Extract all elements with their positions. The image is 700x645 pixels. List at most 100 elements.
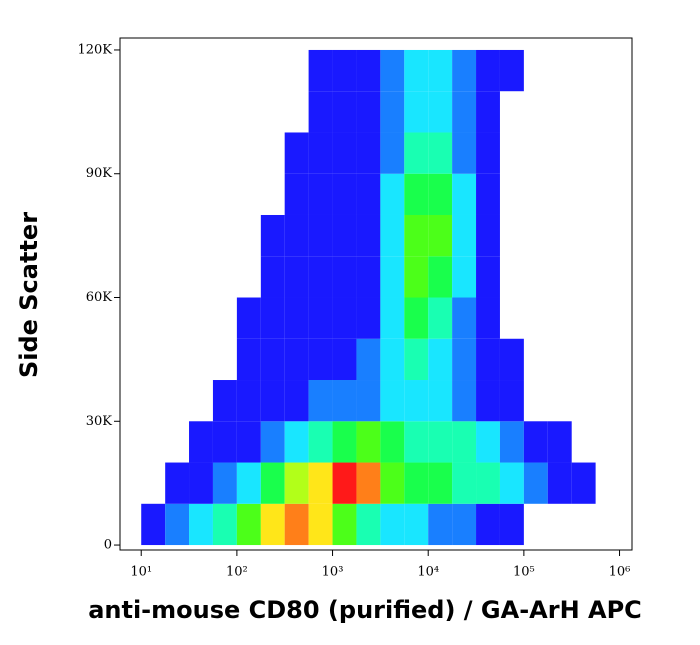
density-cell: [548, 50, 572, 91]
density-cell: [189, 174, 213, 215]
density-cell: [284, 503, 309, 546]
density-cell: [165, 339, 189, 380]
density-cell: [524, 50, 548, 91]
density-cell: [165, 174, 189, 215]
density-cell: [548, 380, 572, 421]
density-cell: [452, 380, 477, 422]
density-cell: [476, 380, 500, 422]
density-cell: [165, 50, 189, 91]
density-cell: [284, 338, 309, 381]
density-cell: [380, 256, 405, 298]
density-cell: [356, 91, 381, 133]
density-cell: [380, 462, 405, 504]
density-cell: [548, 174, 572, 215]
density-cell: [189, 215, 213, 256]
density-cell: [356, 338, 381, 381]
x-tick-label: 10³: [322, 565, 344, 580]
density-cell: [596, 256, 620, 297]
density-cell: [213, 339, 237, 380]
density-cell: [428, 214, 453, 257]
density-cell: [236, 380, 261, 422]
density-cell: [524, 298, 548, 339]
density-cell: [189, 256, 213, 297]
density-cell: [260, 503, 285, 546]
density-cell: [189, 50, 213, 91]
density-cell: [380, 503, 405, 546]
density-cell: [596, 91, 620, 132]
density-cell: [596, 339, 620, 380]
density-cell: [212, 421, 237, 463]
density-cell: [404, 256, 429, 298]
density-cell: [308, 503, 333, 546]
density-cell: [499, 338, 524, 381]
density-cell: [500, 215, 524, 256]
density-cell: [356, 462, 381, 504]
density-cell: [404, 132, 429, 174]
density-cell: [141, 503, 166, 546]
density-cell: [428, 256, 453, 298]
density-cell: [571, 462, 596, 504]
density-cell: [476, 132, 500, 174]
density-cell: [596, 174, 620, 215]
density-cell: [452, 132, 477, 174]
density-cell: [308, 297, 333, 339]
density-cell: [524, 504, 548, 545]
density-cell: [356, 132, 381, 174]
density-cell: [141, 339, 165, 380]
density-cell: [452, 214, 477, 257]
density-cell: [285, 91, 309, 132]
density-cell: [141, 463, 165, 504]
density-cell: [308, 338, 333, 381]
density-cell: [499, 421, 524, 463]
density-cell: [141, 380, 165, 421]
density-cell: [452, 297, 477, 339]
density-cell: [141, 50, 165, 91]
density-cell: [332, 503, 357, 546]
density-cell: [404, 503, 429, 546]
density-cell: [476, 49, 500, 92]
x-tick-label: 10²: [226, 565, 248, 580]
density-cell: [572, 215, 596, 256]
density-cell: [213, 174, 237, 215]
density-cell: [452, 338, 477, 381]
density-cell: [548, 339, 572, 380]
y-tick-label: 60K: [86, 290, 113, 305]
density-cell: [596, 421, 620, 462]
density-cell: [380, 49, 405, 92]
density-cell: [141, 298, 165, 339]
density-cell: [572, 132, 596, 173]
density-cell: [499, 380, 524, 422]
density-cell: [165, 132, 189, 173]
density-cell: [596, 50, 620, 91]
density-cell: [141, 421, 165, 462]
density-cell: [476, 214, 500, 257]
density-cell: [524, 132, 548, 173]
density-cell: [476, 173, 500, 215]
density-cell: [356, 256, 381, 298]
density-cell: [260, 214, 285, 257]
density-cell: [356, 380, 381, 422]
plot-frame: [119, 37, 633, 551]
x-tick-label: 10⁴: [417, 565, 439, 580]
density-cell: [261, 50, 285, 91]
density-cell: [165, 298, 189, 339]
density-cell: [596, 215, 620, 256]
density-cell: [213, 91, 237, 132]
density-cell: [476, 91, 500, 133]
density-cell: [356, 173, 381, 215]
density-cell: [236, 503, 261, 546]
y-axis-title: Side Scatter: [15, 212, 43, 378]
density-cell: [524, 256, 548, 297]
density-cell: [596, 380, 620, 421]
density-cell: [428, 462, 453, 504]
density-cell: [548, 132, 572, 173]
density-cell: [404, 421, 429, 463]
density-cell: [572, 50, 596, 91]
density-cell: [428, 380, 453, 422]
density-cell: [332, 214, 357, 257]
density-cell: [141, 91, 165, 132]
density-cell: [189, 421, 213, 463]
density-cell: [237, 91, 261, 132]
density-cell: [165, 91, 189, 132]
